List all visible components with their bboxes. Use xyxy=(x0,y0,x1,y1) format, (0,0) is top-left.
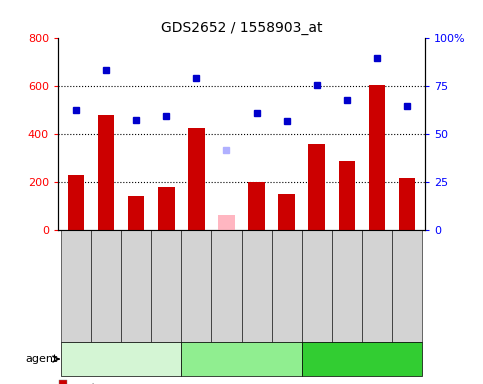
Bar xyxy=(61,342,181,376)
Bar xyxy=(151,230,181,342)
Text: GSM149878: GSM149878 xyxy=(162,259,171,313)
Text: GSM149877: GSM149877 xyxy=(132,259,141,313)
Bar xyxy=(98,115,114,230)
Bar xyxy=(61,230,91,342)
Text: GSM149882: GSM149882 xyxy=(282,259,291,313)
Text: GSM149886: GSM149886 xyxy=(402,259,412,313)
Bar xyxy=(59,380,67,384)
Text: GSM149881: GSM149881 xyxy=(252,259,261,313)
Text: GSM149885: GSM149885 xyxy=(372,259,382,313)
Bar xyxy=(392,230,422,342)
Bar xyxy=(128,195,144,230)
Bar xyxy=(181,342,302,376)
Text: GSM149875: GSM149875 xyxy=(71,259,81,313)
Text: GSM149884: GSM149884 xyxy=(342,259,351,313)
Text: ARA and high DHA: ARA and high DHA xyxy=(314,354,410,364)
Text: GSM149876: GSM149876 xyxy=(101,259,111,313)
Bar xyxy=(362,230,392,342)
Bar xyxy=(332,230,362,342)
Bar xyxy=(188,128,205,230)
Bar xyxy=(68,175,85,230)
Text: control: control xyxy=(103,354,139,364)
Bar xyxy=(302,342,422,376)
Bar xyxy=(218,215,235,230)
Text: GSM149879: GSM149879 xyxy=(192,259,201,313)
Bar xyxy=(158,187,174,230)
Bar xyxy=(398,177,415,230)
Bar xyxy=(121,230,151,342)
Bar xyxy=(369,85,385,230)
Text: ARA and low DHA: ARA and low DHA xyxy=(196,354,287,364)
Text: GSM149880: GSM149880 xyxy=(222,259,231,313)
Bar xyxy=(271,230,302,342)
Bar xyxy=(248,182,265,230)
Bar xyxy=(91,230,121,342)
Bar xyxy=(302,230,332,342)
Bar xyxy=(278,194,295,230)
Text: GSM149883: GSM149883 xyxy=(312,259,321,313)
Bar xyxy=(309,144,325,230)
Bar xyxy=(339,161,355,230)
Text: count: count xyxy=(69,383,96,384)
Title: GDS2652 / 1558903_at: GDS2652 / 1558903_at xyxy=(161,21,322,35)
Bar xyxy=(181,230,212,342)
Bar xyxy=(212,230,242,342)
Text: agent: agent xyxy=(26,354,58,364)
Bar xyxy=(242,230,271,342)
